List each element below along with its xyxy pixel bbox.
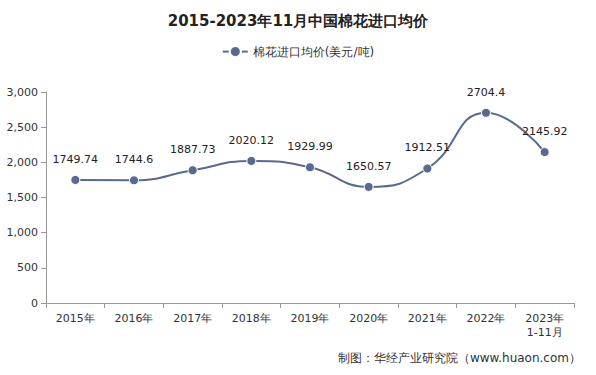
svg-text:1887.73: 1887.73 <box>170 143 216 156</box>
svg-text:2016年: 2016年 <box>115 312 154 325</box>
svg-text:2021年: 2021年 <box>408 312 447 325</box>
svg-text:2015年: 2015年 <box>56 312 95 325</box>
svg-text:2022年: 2022年 <box>467 312 506 325</box>
svg-text:1744.6: 1744.6 <box>115 153 154 166</box>
svg-text:2018年: 2018年 <box>232 312 271 325</box>
svg-text:1929.99: 1929.99 <box>287 140 333 153</box>
svg-text:1,500: 1,500 <box>7 191 39 204</box>
svg-text:2704.4: 2704.4 <box>467 86 506 99</box>
svg-text:1650.57: 1650.57 <box>346 160 392 173</box>
svg-text:1912.51: 1912.51 <box>405 141 451 154</box>
svg-text:2145.92: 2145.92 <box>522 125 568 138</box>
svg-text:2,500: 2,500 <box>7 121 39 134</box>
svg-text:1,000: 1,000 <box>7 226 39 239</box>
svg-text:1749.74: 1749.74 <box>53 153 99 166</box>
svg-text:1-11月: 1-11月 <box>527 326 563 339</box>
svg-text:500: 500 <box>17 261 38 274</box>
svg-text:2019年: 2019年 <box>291 312 330 325</box>
svg-text:2,000: 2,000 <box>7 156 39 169</box>
svg-text:棉花进口均价(美元/吨): 棉花进口均价(美元/吨) <box>253 45 374 59</box>
svg-text:2017年: 2017年 <box>173 312 212 325</box>
svg-text:2020.12: 2020.12 <box>229 134 275 147</box>
svg-text:0: 0 <box>31 297 38 310</box>
svg-text:2020年: 2020年 <box>349 312 388 325</box>
svg-text:2023年: 2023年 <box>525 312 564 325</box>
svg-text:制图：华经产业研究院（www.huaon.com）: 制图：华经产业研究院（www.huaon.com） <box>338 351 581 365</box>
svg-text:3,000: 3,000 <box>7 86 39 99</box>
svg-text:2015-2023年11月中国棉花进口均价: 2015-2023年11月中国棉花进口均价 <box>168 12 430 30</box>
